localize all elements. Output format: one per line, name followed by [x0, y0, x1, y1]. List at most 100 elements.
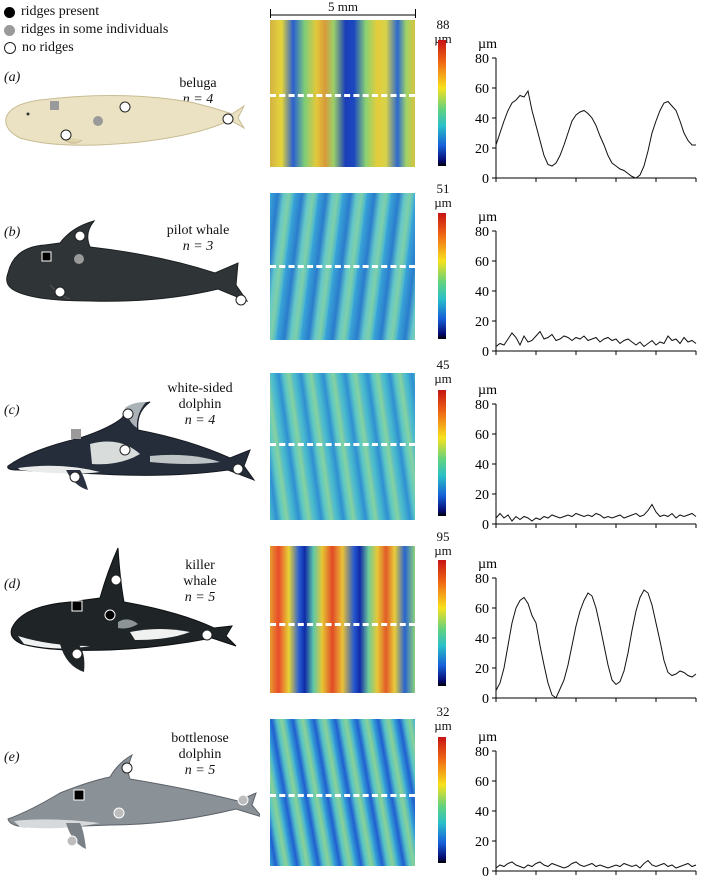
- color-scale-bar: [438, 390, 446, 516]
- legend-label: no ridges: [22, 40, 74, 55]
- grey-dot-icon: [4, 24, 15, 36]
- white-dot-marker: [69, 471, 81, 483]
- y-tick-label: 80: [475, 225, 489, 240]
- profile-line: [270, 443, 415, 446]
- color-scale-max: 95 µm: [430, 530, 456, 558]
- y-tick-label: 0: [482, 172, 489, 184]
- color-scale-unit: µm: [434, 543, 452, 558]
- species-name-line-2: dolphin: [178, 397, 222, 412]
- white-dot-marker: [122, 408, 134, 420]
- y-tick-label: 20: [475, 835, 489, 850]
- color-scale-bar: [438, 213, 446, 339]
- white-sided-dolphin-illustration: [7, 401, 256, 490]
- y-tick-label: 40: [475, 458, 489, 473]
- panel-label: (a): [4, 70, 21, 85]
- species-name: beluga: [179, 76, 217, 91]
- height-map-b: [270, 193, 415, 340]
- panel-label: (e): [4, 750, 20, 765]
- color-scale-value: 95: [436, 529, 450, 544]
- height-map-a: [270, 20, 415, 167]
- y-tick-label: 40: [475, 805, 489, 820]
- species-label: killer whale n = 5: [165, 558, 235, 606]
- sample-size: n = 5: [184, 590, 216, 605]
- white-dot-marker: [119, 101, 131, 113]
- color-scale-value: 88: [436, 17, 450, 32]
- y-tick-label: 80: [475, 52, 489, 67]
- panel-label: (b): [4, 225, 21, 240]
- y-tick-label: 80: [475, 572, 489, 587]
- y-tick-label: 20: [475, 662, 489, 677]
- color-scale-bar: [438, 560, 446, 686]
- profile-line-series: [495, 503, 697, 522]
- profile-line: [270, 94, 415, 97]
- killer-whale-illustration: [10, 547, 237, 672]
- y-tick-label: 20: [475, 142, 489, 157]
- y-axis-unit: µm: [478, 383, 497, 398]
- white-dot-marker: [232, 463, 244, 475]
- white-dot-marker: [119, 444, 131, 456]
- grey-dot-marker: [74, 254, 84, 264]
- color-scale-bar: [438, 737, 446, 863]
- white-dot-marker: [60, 129, 72, 141]
- y-tick-label: 60: [475, 428, 489, 443]
- species-label: bottlenose dolphin n = 5: [150, 731, 250, 779]
- species-label: white-sided dolphin n = 4: [150, 381, 250, 429]
- panel-e: (e) bottlenose dolphin n = 5 32 µm µm 0 20…: [0, 705, 726, 878]
- color-scale-value: 45: [436, 357, 450, 372]
- white-dot-marker: [222, 113, 234, 125]
- profile-plot-a: µm020406080012345mm: [475, 37, 697, 184]
- sample-size: n = 4: [184, 413, 216, 428]
- y-tick-label: 60: [475, 775, 489, 790]
- y-tick-label: 20: [475, 315, 489, 330]
- profile-line: [270, 794, 415, 797]
- y-tick-label: 0: [482, 345, 489, 357]
- grey-dot-marker: [66, 835, 78, 847]
- grey-square-marker: [50, 101, 59, 110]
- black-square-marker: [41, 251, 52, 262]
- bottlenose-dolphin-illustration: [7, 753, 260, 849]
- grey-dot-marker: [93, 116, 103, 126]
- sample-size: n = 5: [184, 763, 216, 778]
- color-scale-unit: µm: [434, 718, 452, 733]
- legend-label: ridges in some individuals: [21, 22, 169, 37]
- species-name-line-2: whale: [183, 574, 217, 589]
- white-dot-marker: [110, 574, 122, 586]
- color-scale-unit: µm: [434, 371, 452, 386]
- y-tick-label: 60: [475, 82, 489, 97]
- white-dot-marker: [235, 294, 247, 306]
- species-name-line-2: dolphin: [178, 747, 222, 762]
- color-scale-bar: [438, 40, 446, 166]
- species-name-line-1: killer: [185, 558, 215, 573]
- color-scale-max: 51 µm: [430, 182, 456, 210]
- panel-label: (c): [4, 403, 20, 418]
- grey-square-marker: [71, 429, 81, 439]
- white-dot-marker: [201, 629, 213, 641]
- panel-b: (b) pilot whale n = 3 51 µm µm0204060800…: [0, 182, 726, 358]
- species-name-line-1: bottlenose: [171, 731, 229, 746]
- panel-c: (c) white-sided dolphin n = 4 45 µm µm 0 2…: [0, 358, 726, 531]
- grey-dot-marker: [113, 807, 125, 819]
- profile-line: [270, 623, 415, 626]
- color-scale-max: 32 µm: [430, 705, 456, 733]
- y-tick-label: 20: [475, 488, 489, 503]
- y-tick-label: 0: [482, 865, 489, 877]
- legend-label: ridges present: [21, 4, 100, 19]
- legend-no-ridges: no ridges: [4, 40, 74, 56]
- y-axis-unit: µm: [478, 557, 497, 572]
- species-label: beluga n = 4: [158, 76, 238, 108]
- y-tick-label: 40: [475, 112, 489, 127]
- y-tick-label: 0: [482, 692, 489, 704]
- species-name-line-1: white-sided: [167, 381, 233, 396]
- sample-size: n = 3: [182, 239, 214, 254]
- color-scale-max: 45 µm: [430, 358, 456, 386]
- legend-ridges-some: ridges in some individuals: [4, 22, 168, 38]
- legend-ridges-present: ridges present: [4, 4, 99, 20]
- profile-line: [270, 265, 415, 268]
- white-dot-marker: [74, 230, 86, 242]
- black-dot-marker: [104, 609, 116, 621]
- scale-bar-label: 5 mm: [328, 0, 358, 14]
- profile-line-series: [495, 89, 696, 179]
- panel-a: (a) beluga n = 4 88 µm µm020406080012345…: [0, 17, 726, 185]
- grey-dot-marker: [237, 794, 249, 806]
- profile-plot-d: µm020406080012345mm: [475, 557, 697, 704]
